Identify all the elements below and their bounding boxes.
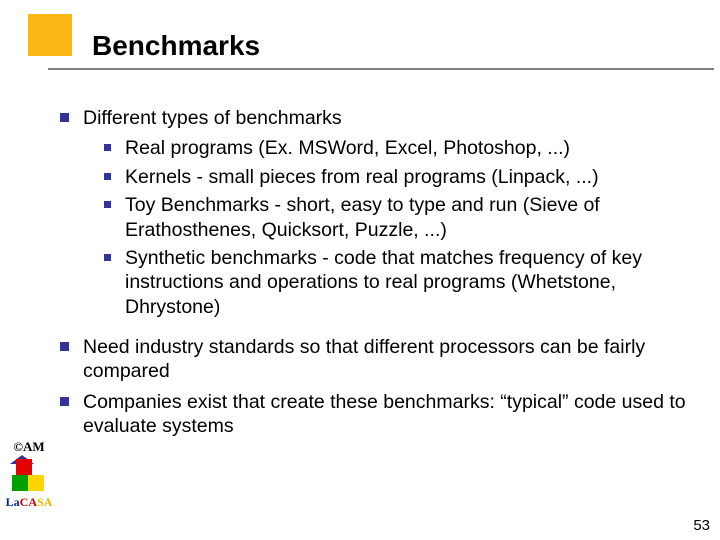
lacasa-logo-icon <box>12 459 46 493</box>
copyright-label: ©AM <box>4 439 54 455</box>
bullet-text: Kernels - small pieces from real program… <box>125 165 690 189</box>
bullet-square-icon <box>104 144 111 151</box>
bullet-level1: Need industry standards so that differen… <box>60 335 690 384</box>
bullet-level1: Different types of benchmarks <box>60 106 690 130</box>
footer-logo-area: ©AM LaCASA <box>4 439 54 510</box>
slide-title: Benchmarks <box>92 30 710 62</box>
title-wrap: Benchmarks <box>92 30 710 62</box>
content-area: Different types of benchmarks Real progr… <box>60 100 690 445</box>
lacasa-part-ca: CA <box>20 495 37 509</box>
bullet-square-icon <box>104 201 111 208</box>
bullet-square-icon <box>60 342 69 351</box>
accent-block <box>28 14 72 56</box>
bullet-level2: Real programs (Ex. MSWord, Excel, Photos… <box>104 136 690 160</box>
page-number: 53 <box>693 517 710 534</box>
lacasa-wordmark: LaCASA <box>4 495 54 510</box>
bullet-text: Real programs (Ex. MSWord, Excel, Photos… <box>125 136 690 160</box>
bullet-level1: Companies exist that create these benchm… <box>60 390 690 439</box>
lacasa-part-la: La <box>6 495 20 509</box>
lacasa-part-sa: SA <box>37 495 52 509</box>
bullet-text: Toy Benchmarks - short, easy to type and… <box>125 193 690 242</box>
bullet-text: Need industry standards so that differen… <box>83 335 690 384</box>
bullet-level2: Synthetic benchmarks - code that matches… <box>104 246 690 319</box>
bullet-text: Synthetic benchmarks - code that matches… <box>125 246 690 319</box>
bullet-square-icon <box>60 113 69 122</box>
bullet-level2: Kernels - small pieces from real program… <box>104 165 690 189</box>
bullet-text: Different types of benchmarks <box>83 106 690 130</box>
bullet-square-icon <box>104 173 111 180</box>
bullet-text: Companies exist that create these benchm… <box>83 390 690 439</box>
bullet-level2: Toy Benchmarks - short, easy to type and… <box>104 193 690 242</box>
bullet-square-icon <box>60 397 69 406</box>
bullet-square-icon <box>104 254 111 261</box>
title-rule <box>48 68 714 70</box>
